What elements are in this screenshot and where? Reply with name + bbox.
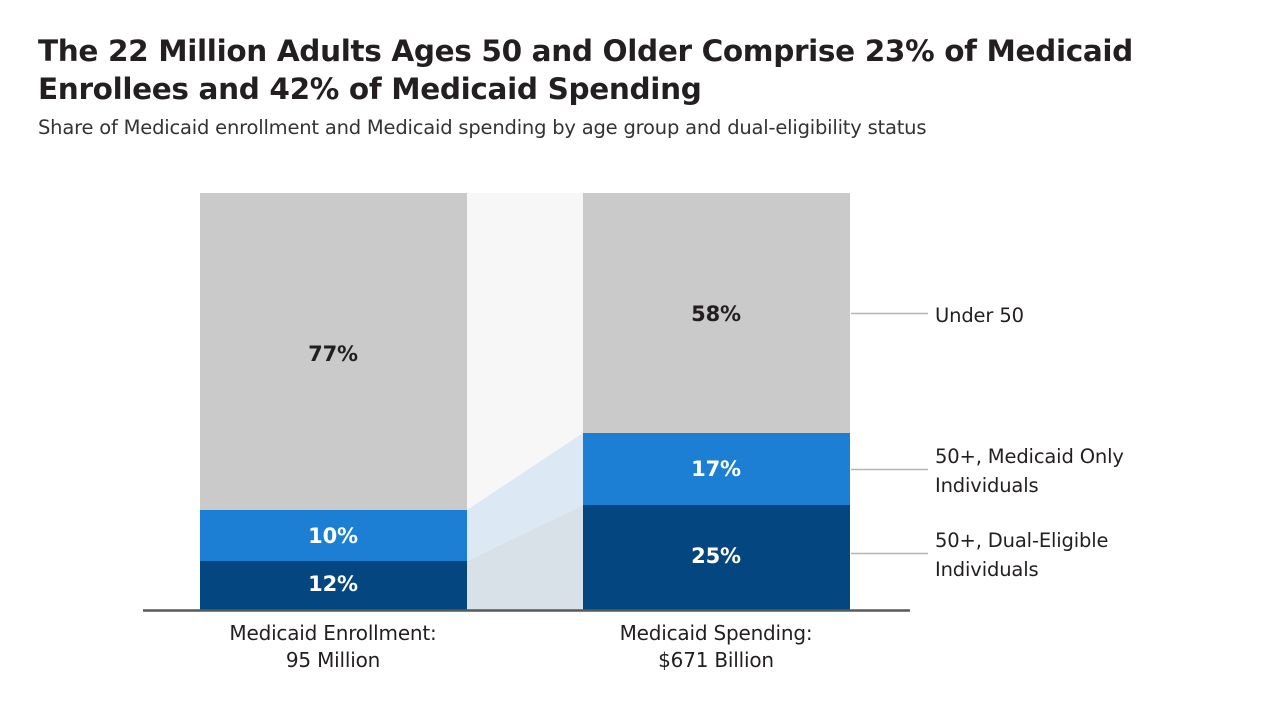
category-label-medicaid-spending: Medicaid Spending: $671 Billion [619, 621, 813, 672]
bar-segment-spending-dual-eligible [583, 505, 850, 610]
data-label-spending-medicaid-only: 17% [691, 457, 741, 481]
data-label-spending-under-50: 58% [691, 302, 741, 326]
connector-ribbons [467, 193, 583, 610]
bar-segment-enrollment-medicaid-only [200, 510, 467, 561]
title-block: The 22 Million Adults Ages 50 and Older … [38, 32, 1238, 140]
category-label-medicaid-enrollment: Medicaid Enrollment: 95 Million [229, 621, 437, 672]
data-label-enrollment-medicaid-only: 10% [308, 524, 358, 548]
connector-medicaid-only [467, 433, 583, 561]
bar-segment-enrollment-dual-eligible [200, 561, 467, 610]
legend-item-medicaid-only: 50+, Medicaid Only Individuals [935, 445, 1124, 497]
legend-leader-lines [851, 312, 928, 555]
bar-segment-spending-under-50 [583, 193, 850, 433]
data-label-enrollment-dual-eligible: 12% [308, 572, 358, 596]
chart-subtitle: Share of Medicaid enrollment and Medicai… [38, 115, 927, 139]
bar-medicaid-spending [583, 193, 850, 610]
data-label-spending-dual-eligible: 25% [691, 544, 741, 568]
chart-title: The 22 Million Adults Ages 50 and Older … [38, 34, 1133, 107]
legend-item-dual-eligible: 50+, Dual-Eligible Individuals [935, 529, 1109, 581]
legend-item-under-50: Under 50 [935, 304, 1024, 327]
bar-segment-enrollment-under-50 [200, 193, 467, 510]
data-label-enrollment-under-50: 77% [308, 342, 358, 366]
connector-dual-eligible [467, 505, 583, 610]
bar-segment-spending-medicaid-only [583, 433, 850, 505]
bar-medicaid-enrollment [200, 193, 467, 610]
connector-under-50 [467, 193, 583, 510]
